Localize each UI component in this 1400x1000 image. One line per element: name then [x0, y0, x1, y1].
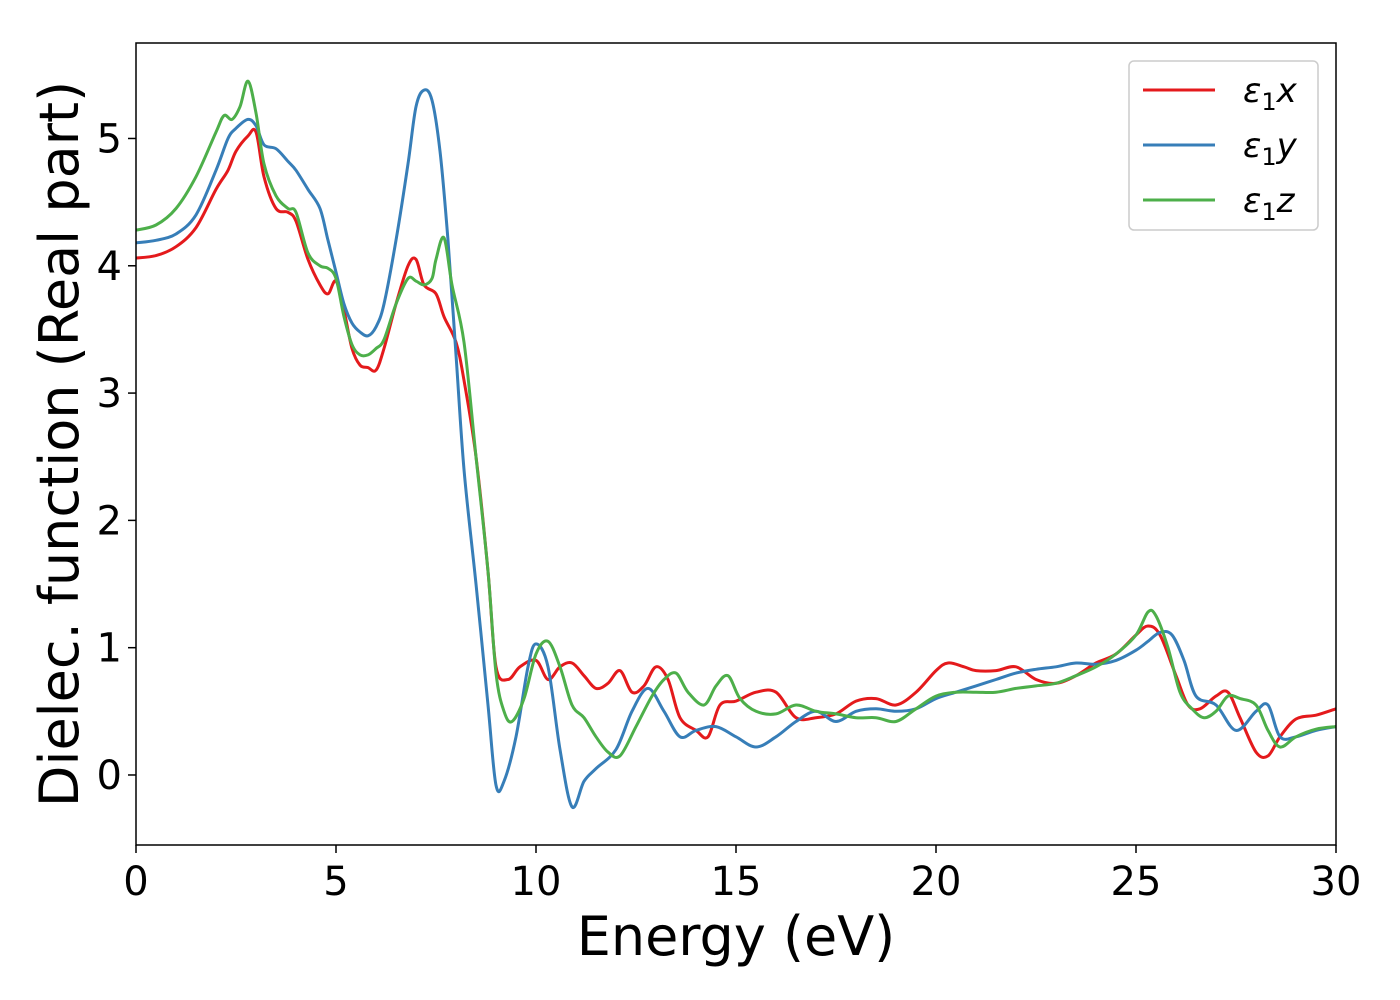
y-tick-label: 0: [97, 753, 122, 799]
legend-box: [1128, 60, 1319, 231]
y-tick-label: 1: [97, 626, 122, 672]
x-axis: 0 5 10 15 20 25 30: [123, 845, 1361, 905]
x-tick-label: 25: [1111, 859, 1162, 905]
x-tick-label: 5: [323, 859, 348, 905]
legend-label-y: ε1y: [1243, 126, 1298, 171]
y-tick-label: 2: [97, 498, 122, 544]
y-axis-title: Dielec. function (Real part): [28, 81, 91, 807]
x-tick-label: 30: [1311, 859, 1362, 905]
x-tick-label: 20: [911, 859, 962, 905]
y-tick-label: 3: [97, 371, 122, 417]
x-tick-label: 10: [511, 859, 562, 905]
y-tick-label: 5: [97, 116, 122, 162]
legend: ε1x ε1y ε1z: [1128, 60, 1319, 231]
series-line-z: [136, 79, 1336, 760]
legend-label-x: ε1x: [1243, 71, 1298, 116]
y-axis: 0 1 2 3 4 5: [97, 116, 136, 799]
x-axis-title: Energy (eV): [577, 905, 896, 968]
legend-label-z: ε1z: [1243, 181, 1296, 226]
x-tick-label: 0: [123, 859, 148, 905]
series-line-y: [136, 88, 1336, 809]
series-layer: [136, 79, 1336, 809]
y-tick-label: 4: [97, 244, 122, 290]
x-tick-label: 15: [711, 859, 762, 905]
